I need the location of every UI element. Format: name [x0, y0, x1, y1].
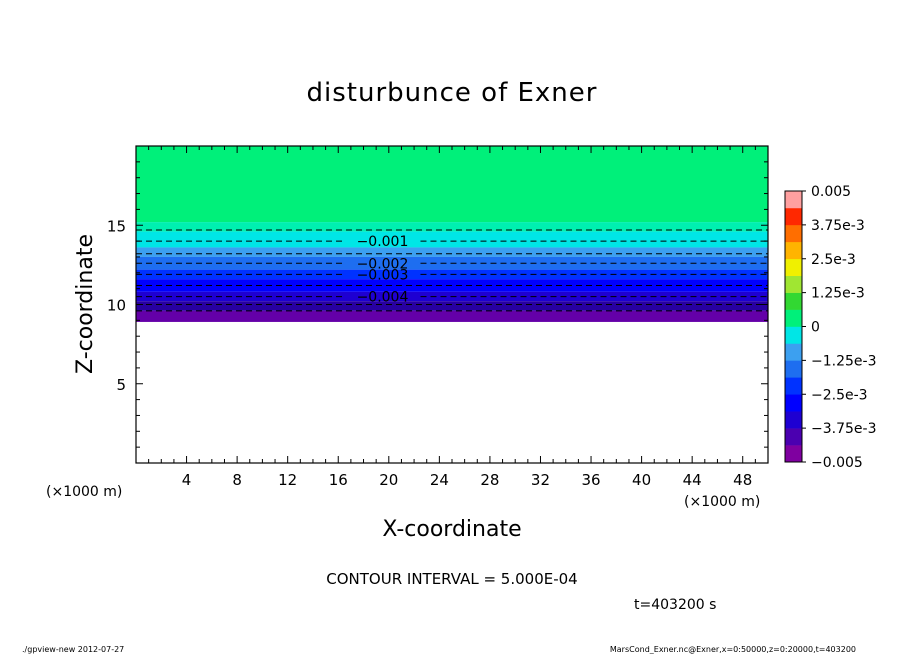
contour-label-4: −0.003 — [357, 267, 409, 283]
x-tick-label: 36 — [581, 471, 600, 489]
colorbar-tick-label: −2.5e-3 — [811, 387, 868, 403]
x-tick-label: 20 — [379, 471, 398, 489]
colorbar-swatch-8 — [785, 309, 802, 327]
colorbar-swatch-9 — [785, 292, 802, 310]
colorbar-swatch-15 — [785, 191, 802, 209]
program-info: ./gpview-new 2012-07-27 — [22, 645, 124, 654]
x-tick-label: 8 — [232, 471, 242, 489]
colorbar-tick-label: 0 — [811, 320, 820, 336]
colorbar-tick-label: −1.25e-3 — [811, 353, 876, 369]
x-tick-label: 48 — [733, 471, 752, 489]
contour-label-6: −0.004 — [357, 290, 409, 306]
colorbar-tick-label: −3.75e-3 — [811, 421, 876, 437]
chart-title: disturbunce of Exner — [307, 78, 598, 108]
data-band-8 — [136, 301, 768, 311]
data-band-3 — [136, 247, 768, 257]
colorbar-swatch-14 — [785, 207, 802, 226]
colorbar-swatch-12 — [785, 241, 802, 260]
colorbar-tick-label: 1.25e-3 — [811, 286, 865, 302]
time-label: t=403200 s — [634, 597, 716, 613]
x-tick-label: 12 — [278, 471, 297, 489]
contour-interval-text: CONTOUR INTERVAL = 5.000E-04 — [326, 570, 577, 588]
contour-label-3: −0.002 — [357, 256, 409, 272]
colorbar-tick-label: 0.005 — [811, 184, 851, 200]
z-tick-label: 15 — [107, 217, 126, 235]
z-tick-label: 10 — [107, 297, 126, 315]
colorbar-swatch-6 — [785, 343, 802, 361]
source-info: MarsCond_Exner.nc@Exner,x=0:50000,z=0:20… — [610, 645, 856, 654]
colorbar-swatch-13 — [785, 224, 802, 243]
colorbar-swatch-1 — [785, 428, 802, 446]
colorbar-swatch-11 — [785, 258, 802, 276]
data-band-2 — [136, 231, 768, 248]
z-tick-label: 5 — [116, 376, 126, 394]
colorbar-tick-label: 2.5e-3 — [811, 252, 856, 268]
colorbar-swatch-2 — [785, 411, 802, 429]
contour-label-1: −0.001 — [357, 234, 409, 250]
colorbar-swatch-10 — [785, 275, 802, 293]
colorbar-tick-label: 3.75e-3 — [811, 218, 865, 234]
x-tick-label: 16 — [329, 471, 348, 489]
data-band-9 — [136, 310, 768, 322]
x-axis-label: X-coordinate — [382, 517, 521, 542]
data-band-0 — [136, 146, 768, 223]
colorbar-tick-label: −0.005 — [811, 455, 863, 471]
colorbar-swatch-7 — [785, 326, 802, 344]
x-tick-label: 28 — [480, 471, 499, 489]
colorbar-swatch-4 — [785, 377, 802, 395]
colorbar-swatch-0 — [785, 445, 802, 463]
x-axis: 4 8 12 16 20 24 28 32 36 40 44 48 — [148, 146, 756, 489]
x-tick-label: 44 — [683, 471, 702, 489]
data-band-1 — [136, 222, 768, 232]
x-tick-label: 40 — [632, 471, 651, 489]
x-tick-label: 24 — [430, 471, 449, 489]
z-axis-label: Z-coordinate — [73, 234, 98, 374]
colorbar-labels: 0.005 3.75e-3 2.5e-3 1.25e-3 0 −1.25e-3 −2.5e-… — [802, 184, 876, 471]
colorbar — [784, 190, 803, 463]
contour-labels: −0.001 −0.002−0.003 −0.004 — [357, 234, 409, 305]
contour-lines — [136, 229, 768, 312]
x-tick-label: 4 — [182, 471, 192, 489]
plot-area — [136, 146, 768, 322]
colorbar-swatch-3 — [785, 394, 802, 412]
x-unit-left: (×1000 m) — [46, 484, 122, 500]
z-axis: 5 10 15 — [107, 161, 768, 448]
colorbar-swatch-5 — [785, 360, 802, 378]
x-tick-label: 32 — [531, 471, 550, 489]
x-unit-right: (×1000 m) — [684, 494, 760, 510]
